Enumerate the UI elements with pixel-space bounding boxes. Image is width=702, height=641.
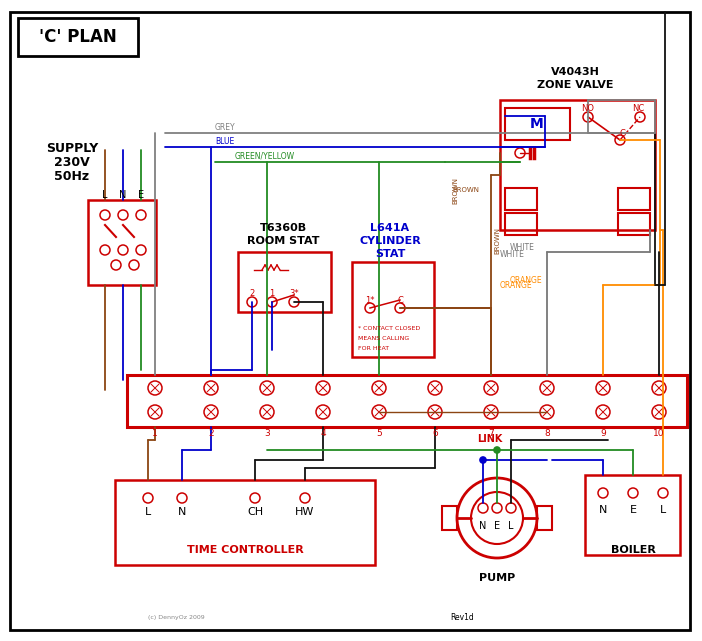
Text: 3: 3 — [264, 429, 270, 438]
Text: ORANGE: ORANGE — [500, 281, 533, 290]
Text: HW: HW — [296, 507, 314, 517]
Text: 50Hz: 50Hz — [55, 169, 90, 183]
Text: E: E — [138, 190, 144, 200]
Text: 8: 8 — [544, 429, 550, 438]
Text: BROWN: BROWN — [452, 187, 479, 193]
Text: * CONTACT CLOSED: * CONTACT CLOSED — [358, 326, 420, 331]
Circle shape — [480, 457, 486, 463]
Text: 2: 2 — [208, 429, 214, 438]
Text: SUPPLY: SUPPLY — [46, 142, 98, 154]
Bar — [537, 506, 552, 530]
Text: CH: CH — [247, 507, 263, 517]
Text: TIME CONTROLLER: TIME CONTROLLER — [187, 545, 303, 555]
Text: STAT: STAT — [375, 249, 405, 259]
Text: (c) DennyOz 2009: (c) DennyOz 2009 — [148, 615, 205, 620]
Text: 'C' PLAN: 'C' PLAN — [39, 28, 117, 46]
Bar — [500, 100, 655, 230]
Bar — [505, 108, 570, 140]
Bar — [88, 200, 156, 285]
Text: WHITE: WHITE — [500, 249, 525, 258]
Bar — [127, 375, 687, 427]
Text: ROOM STAT: ROOM STAT — [246, 236, 319, 246]
Bar — [585, 475, 680, 555]
Text: M: M — [530, 117, 544, 131]
Bar — [505, 188, 537, 210]
Bar — [352, 262, 434, 357]
Bar — [505, 213, 537, 235]
Text: Rev1d: Rev1d — [450, 613, 474, 622]
Bar — [618, 213, 650, 235]
Bar — [442, 506, 457, 530]
Text: N: N — [178, 507, 186, 517]
Text: PUMP: PUMP — [479, 573, 515, 583]
Text: ORANGE: ORANGE — [510, 276, 543, 285]
Text: L: L — [508, 521, 514, 531]
Text: ZONE VALVE: ZONE VALVE — [537, 80, 614, 90]
Text: 5: 5 — [376, 429, 382, 438]
Text: 3*: 3* — [289, 288, 299, 297]
Text: 2: 2 — [249, 288, 255, 297]
Text: BROWN: BROWN — [494, 226, 500, 253]
Circle shape — [494, 447, 500, 453]
Text: C: C — [397, 296, 403, 304]
Text: 1*: 1* — [365, 296, 375, 304]
Text: BLUE: BLUE — [215, 137, 234, 146]
Text: 1: 1 — [270, 288, 274, 297]
Text: N: N — [599, 505, 607, 515]
Text: E: E — [630, 505, 637, 515]
Bar — [618, 188, 650, 210]
Text: NC: NC — [632, 103, 644, 113]
Text: 230V: 230V — [54, 156, 90, 169]
Text: N: N — [479, 521, 486, 531]
Text: LINK: LINK — [477, 434, 503, 444]
Bar — [18, 18, 138, 56]
Text: V4043H: V4043H — [550, 67, 600, 77]
Text: C: C — [619, 128, 625, 138]
Text: GREEN/YELLOW: GREEN/YELLOW — [235, 151, 295, 160]
Text: L: L — [660, 505, 666, 515]
Text: NO: NO — [581, 103, 595, 113]
Text: 9: 9 — [600, 429, 606, 438]
Text: WHITE: WHITE — [510, 242, 535, 251]
Text: 6: 6 — [432, 429, 438, 438]
Text: 10: 10 — [654, 429, 665, 438]
Text: N: N — [119, 190, 126, 200]
Text: 1: 1 — [152, 429, 158, 438]
Text: 7: 7 — [488, 429, 494, 438]
Text: BROWN: BROWN — [452, 176, 458, 203]
Text: FOR HEAT: FOR HEAT — [358, 345, 389, 351]
Text: E: E — [494, 521, 500, 531]
Text: L641A: L641A — [371, 223, 409, 233]
Bar — [115, 480, 375, 565]
Text: CYLINDER: CYLINDER — [359, 236, 421, 246]
Text: 4: 4 — [320, 429, 326, 438]
Text: L: L — [102, 190, 107, 200]
Text: T6360B: T6360B — [260, 223, 307, 233]
Text: BOILER: BOILER — [611, 545, 656, 555]
Text: GREY: GREY — [215, 122, 236, 131]
Bar — [238, 252, 331, 312]
Text: L: L — [145, 507, 151, 517]
Text: MEANS CALLING: MEANS CALLING — [358, 335, 409, 340]
